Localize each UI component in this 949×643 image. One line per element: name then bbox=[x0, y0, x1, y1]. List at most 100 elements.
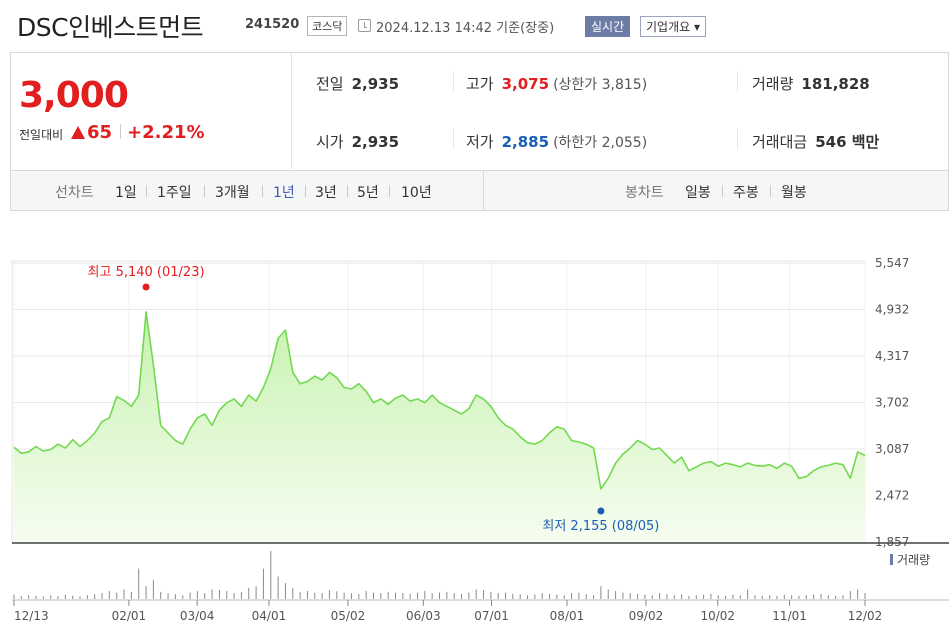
x-tick-label: 02/01 bbox=[112, 609, 147, 623]
volume-bar bbox=[607, 589, 609, 599]
volume-bar bbox=[864, 593, 866, 599]
volume-bar bbox=[453, 593, 455, 599]
volume-bar bbox=[556, 594, 558, 599]
volume-bar bbox=[615, 591, 617, 599]
high-label: 최고 5,140 (01/23) bbox=[88, 265, 205, 280]
change-amount: 65 bbox=[87, 122, 113, 143]
stat-value: 2,935 bbox=[351, 133, 400, 151]
volume-bar bbox=[754, 595, 756, 599]
tab-monthly[interactable]: 월봉 bbox=[781, 185, 807, 201]
tab-1w[interactable]: 1주일 bbox=[157, 185, 192, 201]
stat-label: 거래대금 bbox=[752, 133, 808, 151]
x-tick-label: 09/02 bbox=[629, 609, 664, 623]
volume-bar bbox=[439, 592, 440, 599]
y-axis-labels: 1,857 2,472 3,087 3,702 4,317 4,932 5,547 bbox=[875, 256, 909, 549]
x-tick-label: 12/02 bbox=[848, 609, 883, 623]
volume-bar bbox=[372, 592, 374, 599]
divider bbox=[120, 124, 121, 139]
volume-bar bbox=[747, 589, 749, 599]
realtime-button[interactable]: 실시간 bbox=[585, 16, 631, 37]
x-tick-label: 03/04 bbox=[180, 609, 215, 623]
tab-3m[interactable]: 3개월 bbox=[215, 185, 250, 201]
tab-1y[interactable]: 1년 bbox=[273, 185, 295, 201]
volume-bar bbox=[20, 596, 22, 599]
stat-low: 저가 2,885 (하한가 2,055) bbox=[466, 131, 647, 152]
volume-bar bbox=[769, 595, 771, 599]
volume-bar bbox=[394, 592, 396, 599]
clock-icon bbox=[358, 19, 371, 32]
volume-bar bbox=[387, 591, 389, 599]
volume-bar bbox=[380, 593, 382, 599]
y-tick-label: 4,317 bbox=[875, 349, 909, 363]
tab-5y[interactable]: 5년 bbox=[357, 185, 379, 201]
volume-bar bbox=[328, 590, 330, 599]
volume-bar bbox=[218, 590, 220, 599]
volume-bar bbox=[446, 591, 448, 599]
stat-volume: 거래량 181,828 bbox=[752, 73, 870, 94]
tab-daily[interactable]: 일봉 bbox=[685, 185, 711, 201]
volume-bar bbox=[644, 594, 646, 599]
tab-1d[interactable]: 1일 bbox=[115, 185, 137, 201]
volume-bar bbox=[299, 591, 301, 599]
stat-sub: (하한가 2,055) bbox=[553, 135, 648, 151]
volume-bar bbox=[805, 595, 807, 599]
price-area-fill bbox=[14, 311, 865, 542]
volume-bar bbox=[534, 594, 536, 599]
volume-bar bbox=[64, 594, 66, 599]
volume-bar bbox=[314, 592, 316, 599]
volume-bar bbox=[725, 595, 727, 599]
tab-10y[interactable]: 10년 bbox=[401, 185, 432, 201]
up-arrow-icon bbox=[71, 126, 85, 139]
stat-label: 시가 bbox=[316, 133, 344, 151]
company-info-dropdown[interactable]: 기업개요 ▾ bbox=[640, 16, 706, 37]
volume-bar bbox=[160, 591, 162, 599]
volume-bar bbox=[541, 593, 543, 599]
divider bbox=[347, 185, 348, 197]
stat-value: 2,885 bbox=[501, 133, 550, 151]
volume-bar bbox=[57, 596, 59, 599]
x-tick-label: 07/01 bbox=[474, 609, 509, 623]
price-line bbox=[13, 311, 866, 490]
stat-value: 2,935 bbox=[351, 75, 400, 93]
volume-bar bbox=[849, 591, 851, 599]
volume-bar bbox=[108, 591, 110, 599]
x-tick-label: 11/01 bbox=[772, 609, 807, 623]
y-tick-label: 2,472 bbox=[875, 489, 909, 503]
x-tick-label: 12/13 bbox=[14, 609, 49, 623]
x-tick-label: 08/01 bbox=[550, 609, 585, 623]
volume-bar bbox=[593, 595, 595, 599]
volume-bar bbox=[277, 576, 279, 599]
volume-legend: 거래량 bbox=[890, 553, 930, 567]
divider bbox=[737, 129, 738, 149]
volume-bar bbox=[211, 589, 213, 599]
stat-label: 거래량 bbox=[752, 75, 794, 93]
stock-code: 241520 bbox=[245, 17, 300, 32]
volume-legend-label: 거래량 bbox=[897, 553, 930, 567]
volume-bar bbox=[475, 589, 477, 599]
volume-bar bbox=[123, 589, 125, 599]
stat-value: 3,075 bbox=[501, 75, 550, 93]
volume-bar bbox=[710, 593, 712, 599]
high-marker bbox=[142, 283, 150, 291]
volume-bar bbox=[585, 594, 587, 599]
x-tick-label: 05/02 bbox=[331, 609, 366, 623]
volume-bar bbox=[497, 593, 499, 599]
divider bbox=[722, 185, 723, 197]
period-tabs-bar: 선차트 1일 1주일 3개월 1년 3년 5년 10년 봉차트 일봉 주봉 월봉 bbox=[10, 170, 949, 211]
volume-bar bbox=[791, 595, 793, 599]
volume-bar bbox=[262, 568, 264, 599]
volume-bar bbox=[42, 596, 44, 599]
volume-bar bbox=[739, 595, 741, 599]
volume-bar bbox=[512, 593, 514, 599]
volume-bar bbox=[681, 594, 683, 599]
volume-bar bbox=[28, 595, 30, 599]
volume-bar bbox=[717, 595, 719, 599]
y-tick-label: 4,932 bbox=[875, 303, 909, 317]
volume-bar bbox=[827, 595, 829, 599]
tab-weekly[interactable]: 주봉 bbox=[733, 185, 759, 201]
volume-bar bbox=[240, 591, 242, 599]
x-tick-label: 06/03 bbox=[406, 609, 441, 623]
volume-bar bbox=[842, 595, 844, 599]
tab-3y[interactable]: 3년 bbox=[315, 185, 337, 201]
volume-legend-swatch bbox=[890, 554, 893, 565]
